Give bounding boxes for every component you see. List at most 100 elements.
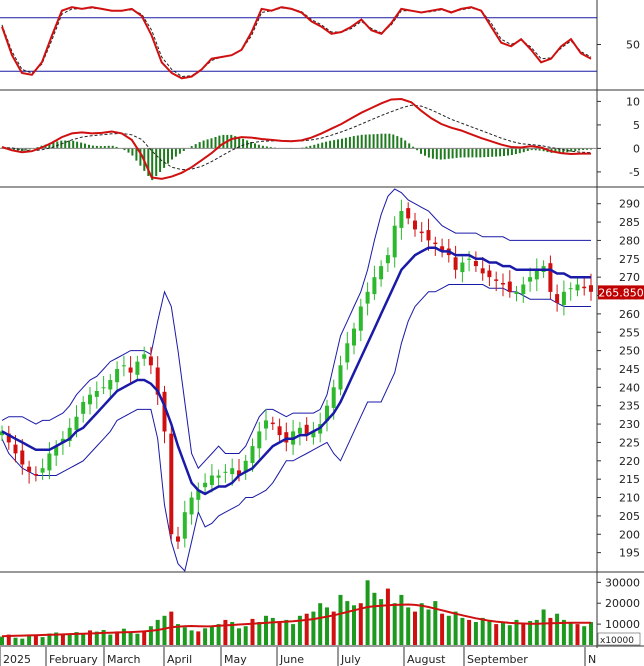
volume-bar (40, 637, 45, 645)
volume-bar (135, 633, 140, 645)
volume-bar (494, 624, 499, 645)
candle-body (94, 391, 99, 397)
month-label: August (407, 653, 446, 666)
candle-body (528, 277, 533, 282)
candle-body (142, 354, 147, 359)
vol-tick-label: 30000 (605, 576, 640, 589)
macd-tick-label: 5 (633, 119, 640, 132)
candle-body (67, 427, 72, 441)
candle-body (108, 380, 113, 390)
volume-unit-box (597, 632, 641, 646)
candle-body (575, 284, 580, 291)
candle-body (13, 444, 18, 454)
volume-bar (6, 634, 11, 645)
volume-bar (419, 603, 424, 645)
volume-bar (568, 622, 573, 645)
candle-body (589, 285, 593, 292)
candle-body (6, 433, 11, 443)
candle-body (358, 306, 363, 331)
candle-body (284, 432, 289, 443)
volume-bar (216, 624, 221, 645)
volume-bar (196, 631, 201, 645)
volume-bar (148, 626, 153, 645)
candle-body (392, 225, 397, 258)
volume-bar (74, 632, 79, 645)
volume-bar (446, 615, 451, 645)
volume-bar (0, 636, 4, 645)
volume-bar (385, 588, 390, 645)
month-label: March (107, 653, 141, 666)
volume-bar (521, 624, 526, 645)
candle-body (121, 365, 126, 367)
candle-body (568, 288, 573, 290)
volume-bar (108, 634, 113, 645)
volume-moving-average (1, 603, 591, 638)
volume-bar (162, 615, 167, 645)
bollinger-middle-band (1, 246, 591, 496)
candle-body (473, 261, 478, 267)
candle-body (385, 255, 390, 264)
volume-bar (182, 627, 187, 646)
volume-bar (575, 624, 580, 645)
price-tick-label: 275 (619, 253, 640, 266)
volume-bar (501, 622, 505, 645)
price-tick-label: 220 (619, 455, 640, 468)
candle-body (277, 426, 282, 436)
volume-panel: 30000 20000 10000 x10000 (0, 576, 641, 646)
month-label: April (167, 653, 192, 666)
candle-body (433, 242, 438, 245)
month-label: February (49, 653, 98, 666)
bollinger-lower-band (1, 284, 591, 573)
candle-body (237, 470, 241, 476)
volume-bar (507, 625, 512, 645)
candle-body (406, 208, 411, 219)
volume-bar (94, 631, 99, 645)
volume-bar (264, 615, 268, 645)
volume-bar (365, 580, 370, 645)
candle-body (189, 497, 194, 515)
price-tick-label: 290 (619, 198, 640, 211)
price-tick-label: 260 (619, 308, 640, 321)
volume-bar (589, 622, 593, 645)
volume-bar (291, 624, 296, 645)
candle-body (507, 281, 512, 292)
volume-bar (155, 619, 160, 645)
volume-bar (325, 607, 329, 645)
candle-body (399, 211, 404, 228)
volume-bar (101, 630, 106, 645)
month-label: June (279, 653, 304, 666)
candle-body (203, 482, 208, 488)
candle-body (20, 450, 25, 465)
candle-body (81, 402, 86, 414)
candle-body (270, 422, 275, 425)
month-label: September (467, 653, 528, 666)
volume-bar (223, 619, 228, 645)
candle-body (372, 277, 377, 295)
price-tick-label: 250 (619, 345, 640, 358)
volume-bar (534, 619, 539, 645)
volume-bar (297, 615, 302, 645)
volume-bar (561, 619, 566, 645)
candle-body (0, 431, 4, 436)
volume-bar (453, 611, 458, 645)
volume-bar (528, 621, 533, 645)
volume-bar (237, 628, 241, 645)
price-tick-label: 200 (619, 528, 640, 541)
price-tick-label: 245 (619, 363, 640, 376)
volume-bar (257, 622, 262, 645)
candle-body (47, 453, 52, 471)
volume-bar (345, 601, 350, 645)
candle-body (257, 431, 262, 449)
candle-body (413, 220, 417, 230)
candle-body (311, 431, 316, 438)
price-tick-label: 255 (619, 326, 640, 339)
volume-bar (250, 618, 255, 645)
volume-bar (277, 622, 282, 645)
volume-bar (433, 601, 438, 645)
price-tick-label: 230 (619, 418, 640, 431)
candle-body (264, 420, 268, 429)
volume-bar (372, 592, 377, 645)
macd-signal-line (1, 104, 592, 171)
candle-body (440, 246, 445, 252)
volume-bar (27, 635, 32, 645)
